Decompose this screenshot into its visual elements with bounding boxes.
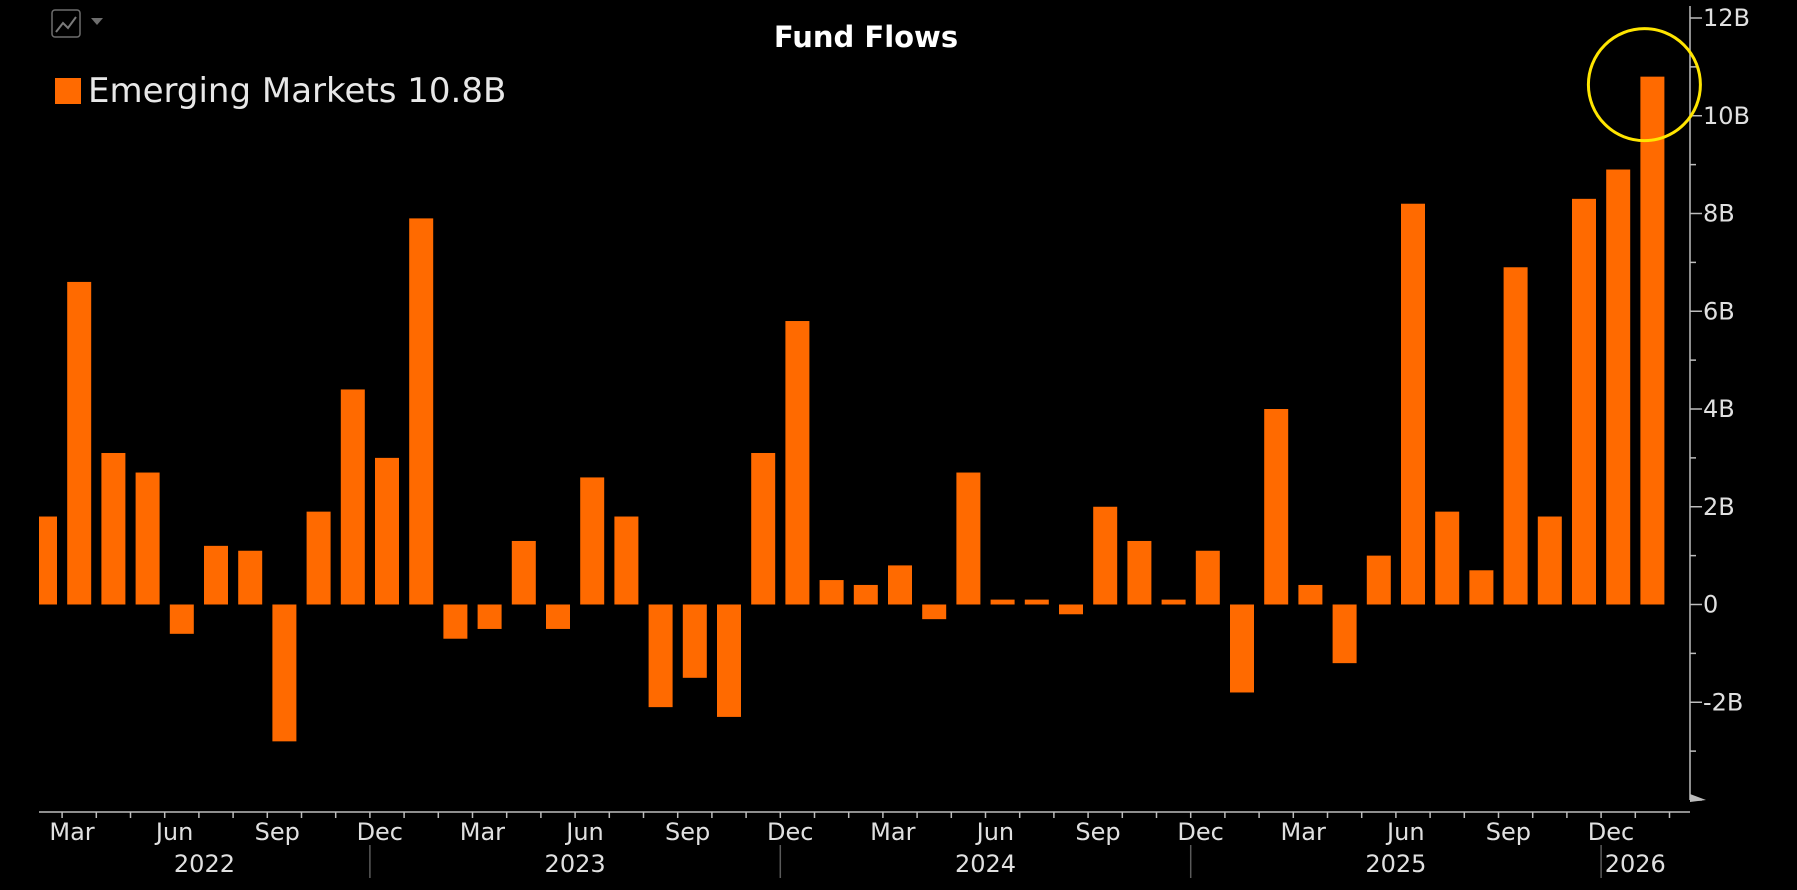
line-chart-icon-frame [51, 9, 81, 38]
bar [648, 604, 673, 708]
y-tick-label: 0 [1703, 591, 1718, 619]
x-month-label: Jun [154, 818, 194, 846]
bar [443, 604, 468, 639]
bar [1503, 267, 1528, 605]
bar [511, 540, 536, 605]
x-month-label: Jun [975, 818, 1015, 846]
bar [1366, 555, 1391, 605]
bar [1537, 516, 1562, 605]
x-month-label: Sep [255, 818, 300, 846]
bar [819, 580, 844, 605]
x-month-label: Dec [357, 818, 403, 846]
bar [477, 604, 502, 629]
bar [1230, 604, 1254, 693]
bar [101, 452, 126, 605]
bar [1264, 409, 1289, 605]
bar [1024, 599, 1049, 605]
bar [682, 604, 707, 678]
bar [1469, 570, 1494, 605]
bar [272, 604, 297, 742]
y-tick-label: 6B [1703, 297, 1735, 325]
y-tick-label: 12B [1703, 4, 1750, 32]
bar [888, 565, 912, 605]
x-month-label: Mar [49, 818, 94, 846]
legend: Emerging Markets 10.8B [55, 71, 506, 111]
x-year-label: 2022 [174, 850, 235, 878]
bar [580, 477, 605, 605]
bar [717, 604, 741, 717]
bar [785, 321, 810, 605]
bar [1606, 169, 1631, 605]
x-year-label: 2024 [955, 850, 1016, 878]
bar [956, 472, 981, 605]
x-month-label: Mar [1281, 818, 1326, 846]
bar [238, 550, 263, 605]
bar [853, 584, 878, 605]
bar [922, 604, 947, 620]
bar [1059, 604, 1083, 615]
bar [39, 516, 57, 605]
x-month-label: Dec [1177, 818, 1223, 846]
bar [409, 218, 434, 605]
bar [1572, 198, 1596, 605]
y-axis: 12B 10B 8B 6B 4B 2B 0 -2B [1689, 4, 1750, 802]
x-month-label: Sep [665, 818, 710, 846]
y-tick-label: 2B [1703, 493, 1735, 521]
y-tick-label: 4B [1703, 395, 1735, 423]
highlight-circle [1586, 27, 1702, 143]
x-axis: Mar Jun Sep Dec Mar Jun Sep Dec Mar Jun Sep Dec Mar J… [39, 811, 1690, 878]
bar [1435, 511, 1460, 605]
bar [1640, 76, 1665, 605]
bar [306, 511, 331, 605]
bar [1195, 550, 1220, 605]
bars-group [39, 76, 1665, 742]
y-tick-label: 8B [1703, 200, 1735, 228]
bar [135, 472, 160, 605]
x-month-label: Mar [870, 818, 915, 846]
x-month-label: Jun [564, 818, 604, 846]
legend-swatch [55, 78, 81, 104]
bar [67, 281, 92, 605]
caret-down-icon[interactable] [91, 18, 103, 25]
bar [1127, 540, 1152, 605]
x-month-label: Dec [767, 818, 813, 846]
x-month-label: Sep [1486, 818, 1531, 846]
bar [546, 604, 570, 629]
legend-label: Emerging Markets 10.8B [88, 71, 506, 111]
x-month-label: Mar [460, 818, 505, 846]
chart-type-button[interactable] [51, 9, 81, 38]
bar [204, 545, 228, 605]
annotation-layer [1586, 27, 1702, 143]
bar [1298, 584, 1323, 605]
y-tick-label: 10B [1703, 102, 1750, 130]
x-month-label: Jun [1385, 818, 1425, 846]
bar [169, 604, 194, 634]
bar [1161, 599, 1186, 605]
x-year-label: 2025 [1365, 850, 1426, 878]
line-chart-icon [55, 16, 77, 33]
y-tick-label: -2B [1703, 688, 1743, 716]
bar [340, 389, 365, 605]
x-month-label: Dec [1588, 818, 1634, 846]
bar [751, 452, 776, 605]
bar [614, 516, 639, 605]
x-year-label: 2023 [545, 850, 606, 878]
x-month-label: Sep [1075, 818, 1120, 846]
x-year-label: 2026 [1605, 850, 1666, 878]
bar [1401, 203, 1425, 605]
bar [375, 457, 399, 605]
bar [1093, 506, 1118, 605]
bar [1332, 604, 1357, 664]
chart-title: Fund Flows [774, 20, 958, 54]
y-axis-arrow [1690, 794, 1706, 802]
bar [990, 599, 1015, 605]
